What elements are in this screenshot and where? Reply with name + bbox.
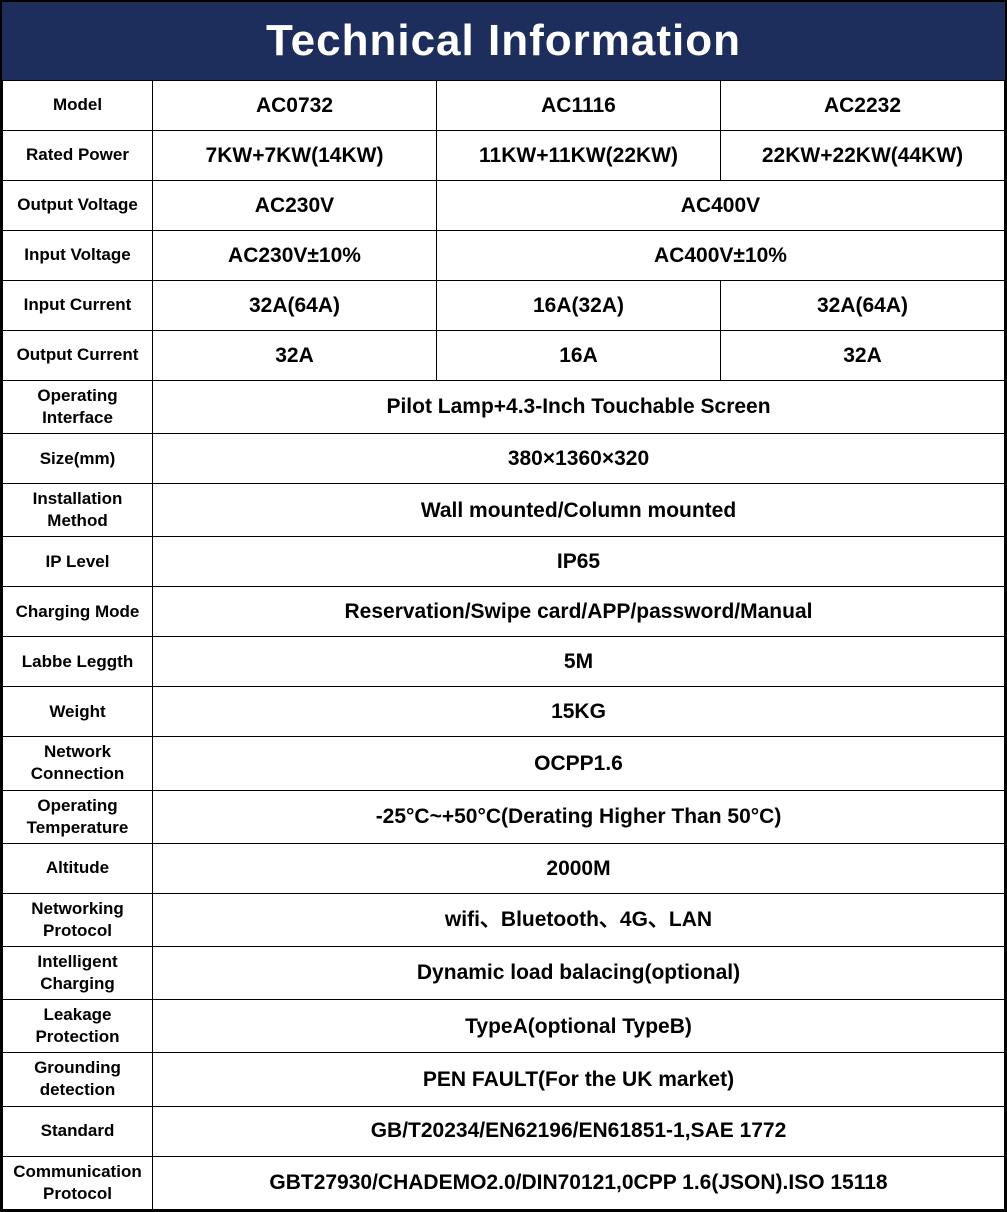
label-rated-power: Rated Power <box>3 131 153 181</box>
label-model: Model <box>3 81 153 131</box>
cell-output-voltage-a: AC230V <box>153 181 437 231</box>
label-charging-mode: Charging Mode <box>3 587 153 637</box>
cell-input-voltage-a: AC230V±10% <box>153 231 437 281</box>
cell-output-current-b: 16A <box>437 331 721 381</box>
cell-installation-method: Wall mounted/Column mounted <box>153 484 1005 537</box>
cell-output-voltage-bc: AC400V <box>437 181 1005 231</box>
label-weight: Weight <box>3 687 153 737</box>
cell-model-b: AC1116 <box>437 81 721 131</box>
label-ip-level: IP Level <box>3 537 153 587</box>
cell-weight: 15KG <box>153 687 1005 737</box>
cell-operating-temperature: -25°C~+50°C(Derating Higher Than 50°C) <box>153 790 1005 843</box>
label-output-voltage: Output Voltage <box>3 181 153 231</box>
label-altitude: Altitude <box>3 843 153 893</box>
cell-standard: GB/T20234/EN62196/EN61851-1,SAE 1772 <box>153 1106 1005 1156</box>
cell-operating-interface: Pilot Lamp+4.3-Inch Touchable Screen <box>153 381 1005 434</box>
cell-input-voltage-bc: AC400V±10% <box>437 231 1005 281</box>
cell-intelligent-charging: Dynamic load balacing(optional) <box>153 946 1005 999</box>
label-input-voltage: Input Voltage <box>3 231 153 281</box>
label-leakage-protection: Leakage Protection <box>3 1000 153 1053</box>
label-network-connection: Network Connection <box>3 737 153 790</box>
cell-labbe-leggth: 5M <box>153 637 1005 687</box>
cell-input-current-a: 32A(64A) <box>153 281 437 331</box>
cell-communication-protocol: GBT27930/CHADEMO2.0/DIN70121,0CPP 1.6(JS… <box>153 1156 1005 1209</box>
label-grounding-detection: Grounding detection <box>3 1053 153 1106</box>
table-title: Technical Information <box>2 2 1005 80</box>
spec-table: Model AC0732 AC1116 AC2232 Rated Power 7… <box>2 80 1005 1210</box>
label-labbe-leggth: Labbe Leggth <box>3 637 153 687</box>
cell-input-current-c: 32A(64A) <box>721 281 1005 331</box>
cell-output-current-c: 32A <box>721 331 1005 381</box>
label-operating-temperature: Operating Temperature <box>3 790 153 843</box>
label-networking-protocol: Networking Protocol <box>3 893 153 946</box>
label-standard: Standard <box>3 1106 153 1156</box>
cell-leakage-protection: TypeA(optional TypeB) <box>153 1000 1005 1053</box>
label-output-current: Output Current <box>3 331 153 381</box>
label-intelligent-charging: Intelligent Charging <box>3 946 153 999</box>
label-operating-interface: Operating Interface <box>3 381 153 434</box>
cell-rated-power-c: 22KW+22KW(44KW) <box>721 131 1005 181</box>
cell-rated-power-a: 7KW+7KW(14KW) <box>153 131 437 181</box>
cell-input-current-b: 16A(32A) <box>437 281 721 331</box>
cell-charging-mode: Reservation/Swipe card/APP/password/Manu… <box>153 587 1005 637</box>
label-installation-method: Installation Method <box>3 484 153 537</box>
cell-grounding-detection: PEN FAULT(For the UK market) <box>153 1053 1005 1106</box>
cell-model-a: AC0732 <box>153 81 437 131</box>
cell-size: 380×1360×320 <box>153 434 1005 484</box>
cell-altitude: 2000M <box>153 843 1005 893</box>
label-communication-protocol: Communication Protocol <box>3 1156 153 1209</box>
cell-networking-protocol: wifi、Bluetooth、4G、LAN <box>153 893 1005 946</box>
cell-network-connection: OCPP1.6 <box>153 737 1005 790</box>
label-size: Size(mm) <box>3 434 153 484</box>
cell-rated-power-b: 11KW+11KW(22KW) <box>437 131 721 181</box>
spec-table-container: Technical Information Model AC0732 AC111… <box>0 0 1007 1212</box>
cell-ip-level: IP65 <box>153 537 1005 587</box>
cell-model-c: AC2232 <box>721 81 1005 131</box>
cell-output-current-a: 32A <box>153 331 437 381</box>
label-input-current: Input Current <box>3 281 153 331</box>
